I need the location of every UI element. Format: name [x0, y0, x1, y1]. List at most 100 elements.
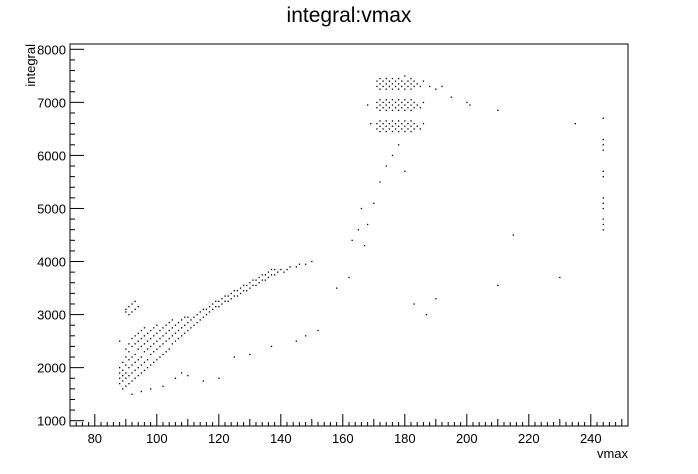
data-point	[233, 356, 235, 358]
data-point	[382, 123, 384, 125]
data-point	[388, 85, 390, 88]
x-tick-label: 160	[332, 431, 354, 446]
data-point	[146, 340, 149, 342]
data-point	[413, 123, 415, 125]
data-point	[131, 364, 133, 366]
data-point	[270, 274, 273, 276]
data-point	[394, 101, 397, 104]
data-point	[602, 218, 604, 220]
data-point	[215, 306, 217, 308]
data-point	[212, 308, 214, 310]
data-point	[379, 104, 381, 106]
data-point	[351, 239, 353, 241]
data-point	[413, 303, 415, 305]
data-point	[379, 77, 381, 80]
data-point	[122, 369, 124, 371]
data-point	[348, 276, 350, 279]
y-axis: 1000 2000 3000 4000 5000 6000 7000 8000	[37, 42, 84, 429]
data-point	[398, 125, 400, 127]
data-point	[165, 324, 167, 326]
data-point	[146, 359, 149, 361]
data-point	[171, 335, 173, 337]
data-point	[156, 348, 158, 350]
data-point	[177, 337, 180, 340]
data-point	[376, 107, 378, 109]
data-point	[146, 332, 149, 334]
data-point	[385, 125, 387, 127]
data-point	[162, 353, 164, 356]
data-point	[559, 276, 561, 279]
data-point	[246, 284, 248, 287]
data-point	[153, 351, 155, 353]
data-point	[413, 85, 415, 88]
data-point	[385, 99, 387, 101]
data-point	[227, 300, 229, 302]
data-point	[413, 101, 415, 104]
data-point	[122, 388, 124, 390]
data-point	[416, 104, 418, 106]
data-point	[162, 385, 164, 387]
data-point	[497, 284, 499, 287]
y-tick-label: 5000	[37, 201, 66, 216]
data-point	[388, 123, 390, 125]
data-point	[602, 144, 604, 146]
data-point	[187, 316, 189, 318]
data-point	[224, 300, 226, 302]
x-tick-label: 200	[456, 431, 478, 446]
data-point	[156, 340, 158, 342]
data-point	[398, 77, 400, 80]
x-axis: 80 100 120 140 160 180 200 220 240	[69, 414, 629, 446]
data-point	[363, 245, 366, 247]
data-point	[128, 343, 130, 345]
data-point	[388, 80, 390, 82]
data-point	[385, 83, 387, 85]
data-point	[422, 123, 425, 125]
data-point	[202, 380, 204, 382]
data-point	[190, 327, 192, 329]
data-point	[404, 120, 406, 122]
data-point	[143, 361, 146, 363]
data-point	[264, 274, 266, 276]
data-point	[419, 85, 421, 88]
data-point	[128, 383, 130, 385]
data-point	[385, 165, 387, 167]
data-point	[410, 88, 412, 90]
data-point	[159, 345, 161, 348]
data-point	[168, 321, 170, 324]
data-point	[394, 85, 397, 88]
data-point	[435, 298, 437, 300]
data-point	[249, 287, 251, 289]
data-point	[407, 128, 409, 130]
data-point	[295, 266, 297, 268]
data-point	[379, 109, 381, 111]
data-point	[258, 282, 260, 284]
data-point	[305, 335, 307, 337]
data-point	[128, 306, 130, 308]
data-point	[382, 101, 384, 104]
data-point	[270, 345, 273, 348]
data-point	[140, 364, 142, 366]
data-point	[298, 263, 301, 265]
data-point	[196, 314, 198, 316]
data-point	[261, 279, 263, 281]
data-point	[128, 351, 130, 353]
data-point	[181, 319, 183, 321]
data-point	[125, 348, 127, 350]
data-point	[391, 125, 394, 127]
data-point	[128, 367, 130, 369]
data-point	[140, 329, 142, 332]
data-point	[122, 375, 124, 377]
data-point	[435, 88, 437, 90]
data-point	[264, 279, 266, 281]
data-point	[379, 120, 381, 122]
data-point	[450, 96, 452, 98]
data-point	[171, 327, 173, 329]
data-point	[410, 130, 412, 133]
data-point	[140, 390, 142, 393]
data-point	[184, 316, 186, 318]
data-point	[221, 298, 223, 300]
data-point	[419, 107, 421, 109]
data-point	[131, 380, 133, 382]
data-point	[394, 128, 397, 130]
data-point	[404, 83, 406, 85]
